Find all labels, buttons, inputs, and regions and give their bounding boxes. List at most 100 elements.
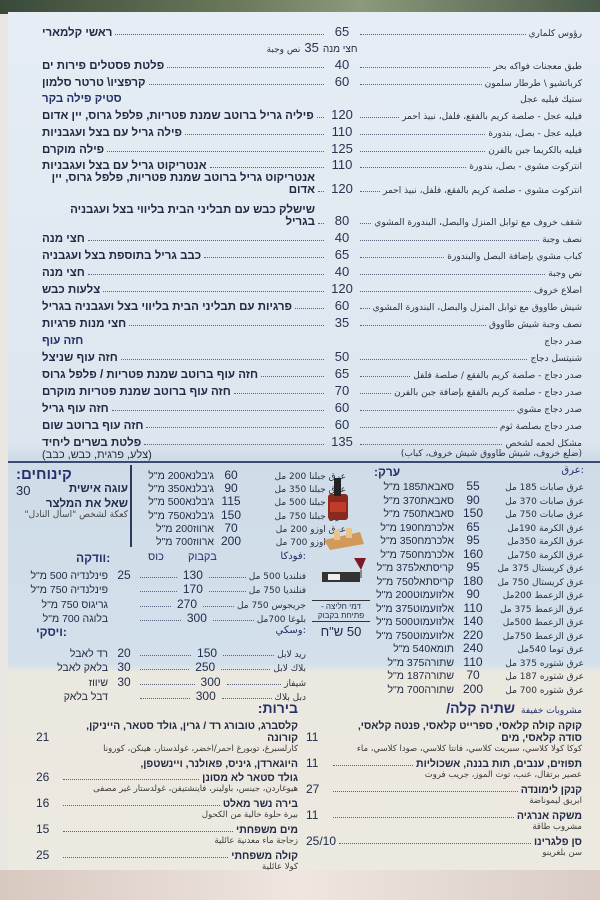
dessert-note: שאל את המלצר <box>45 498 128 510</box>
item-hebrew: פינלנדיה 750 מ"ל <box>30 584 108 596</box>
item-arabic: سن بلغرينو <box>542 848 582 858</box>
beers-section: בירות: 21 קלסברג, טובורג רד / גרין, גולד … <box>36 700 298 874</box>
item-arabic: عرق جبلنا 200 مل <box>274 472 346 482</box>
item-price: 60 <box>334 400 350 415</box>
item-hebrew: משקה אנרגיה <box>516 810 582 822</box>
item-arabic-area: كرباتشيو \ طرطار سلمون <box>360 79 582 89</box>
dot-leader <box>204 257 324 258</box>
dot-leader <box>63 779 200 780</box>
item-price: 25/10 <box>306 834 337 848</box>
dot-leader <box>167 67 324 69</box>
item-hebrew: קריסתאל375 מ"ל <box>376 562 454 574</box>
bottle-price: 130 <box>182 567 203 582</box>
item-hebrew-area: פלטת בשרים ליחיד <box>42 437 324 449</box>
item-arabic: عرق كريستال 375 مل <box>497 564 584 574</box>
item-hebrew-area: אנטריקוט גריל ברוטב שמנת פטריות, פלפל גר… <box>42 172 324 196</box>
item-arabic: عرق جبلنا 750 مل <box>274 511 346 522</box>
item-price: 65 <box>334 23 350 39</box>
dot-leader <box>360 376 411 377</box>
dessert-name: עוגה אישית <box>68 483 128 495</box>
arak-title: ערק: <box>374 465 401 479</box>
soft-drinks-section: مشروبات خفيفة שתיה קלה/ 11 קוקה קולה קלאסי… <box>306 700 582 860</box>
arak-row: אלכרמח350 מ"ל 95 عرق الكرمة 350مل <box>374 533 584 547</box>
item-hebrew-area: אנטריקוט גריל עם בצל ועגבניות <box>42 160 324 172</box>
item-description-arabic: (ضلع خروف، شيش طاووق شيش خروف، كباب) <box>400 449 582 459</box>
dot-leader <box>223 654 275 656</box>
item-arabic: بلوغا 700مل <box>256 615 306 625</box>
item-hebrew: מים משפחתי <box>236 824 298 836</box>
item-hebrew: דבל בלאק <box>63 691 108 703</box>
dot-leader <box>212 620 254 621</box>
item-price: 180 <box>462 573 484 588</box>
dot-leader <box>63 831 234 832</box>
item-hebrew-area: פילה מוקרם <box>42 144 324 156</box>
jabalna-row: ג'בלנא750 מ"ל 150 عرق جبلنا 750 مل <box>136 508 348 522</box>
item-price: 40 <box>334 57 350 73</box>
dot-leader <box>184 133 324 135</box>
item-hebrew: קוקה קולה קלאסי, ספרייט קלאסי, פנטה קלאס… <box>357 720 582 744</box>
item-hebrew: סטיק פילה בקר <box>42 93 122 106</box>
vodka-title: וודקה: <box>76 551 111 565</box>
item-hebrew: תפוזים, ענבים, תות בננה, אשכוליות <box>416 758 582 770</box>
arak-row: שתורה700 מ"ל 200 عرق شتوره 700 مل <box>374 682 584 696</box>
item-arabic: كارلسبرغ، توبورغ احمر/اخضر، غولدستار، هي… <box>103 744 298 754</box>
item-hebrew: ג'בלנא750 מ"ל <box>148 509 214 522</box>
item-arabic: عرق الزعمط 500مل <box>502 618 584 628</box>
dot-leader <box>148 83 324 85</box>
glass-price: 30 <box>117 674 131 689</box>
dot-leader <box>144 444 324 445</box>
soft-drinks-title-arabic: مشروبات خفيفة <box>521 706 582 716</box>
item-arabic: نص وجبة <box>548 269 582 279</box>
item-hebrew: בלוגה 700 מ"ל <box>42 613 108 625</box>
arak-row: סאבאת750 מ"ל 150 عرق صابات 750 مل <box>374 506 584 520</box>
vodka-row: פינלנדיה 750 מ"ל 170 فنلنديا 750 مل <box>16 582 306 596</box>
item-price: 120 <box>331 281 353 296</box>
item-hebrew: אנטריקוט גריל ברוטב שמנת פטריות, פלפל גר… <box>51 172 315 197</box>
item-price: 50 <box>334 349 350 364</box>
item-arabic: عرق الكرمة 350مل <box>507 537 584 547</box>
item-hebrew-area: חזה עוף שניצל <box>42 352 324 364</box>
item-price: 65 <box>334 247 350 262</box>
glass-price: 30 <box>117 660 131 674</box>
item-arabic: شنيتسل دجاج <box>530 354 582 364</box>
item-hebrew: אלזועמוט500 מ"ל <box>376 616 454 628</box>
item-arabic-area: اضلاع خروف <box>360 286 582 296</box>
item-hebrew-area: חזה עוף גריל <box>42 403 324 415</box>
item-hebrew: פיליה גריל ברוטב שמנת פטריות, פלפל גרוס,… <box>42 110 314 123</box>
jabalna-row: ארווז200 מ"ל 70 عرق اوزو 200 مل <box>136 520 348 535</box>
dot-leader <box>360 223 372 224</box>
item-price: 16 <box>36 796 50 810</box>
dot-leader <box>87 240 324 241</box>
item-hebrew: פילה גריל עם בצל ועגבניות <box>42 126 182 139</box>
item-arabic: انتركوت مشوي - بصل، بندورة <box>469 162 582 173</box>
arak-row: תומא540 מ"ל 240 عرق توما 540مل <box>374 641 584 655</box>
item-price: 70 <box>224 520 238 535</box>
bottle-price: 170 <box>182 582 203 596</box>
item-arabic-area: طبق معجنات فواكه بحر <box>360 62 582 72</box>
item-price: 70 <box>334 383 350 398</box>
item-arabic: مشكل لحمه لشخص <box>505 439 582 449</box>
beers-row: היוגארדן, גיניס, פאולנר, ויינשטפן, <box>36 756 298 770</box>
item-hebrew: סאבאת750 מ"ל <box>383 508 454 520</box>
item-arabic-area: انتركوت مشوي - بصل، بندورة <box>360 162 582 172</box>
item-hebrew: אלכרמח350 מ"ל <box>380 535 454 547</box>
tablecloth <box>0 870 600 900</box>
dot-leader <box>129 325 324 326</box>
item-hebrew: חצי מנה <box>42 233 85 245</box>
category-heading: חזה עוף صدر دجاج <box>42 330 582 347</box>
menu-item-row: פרגיות עם תבליני הבית בליווי בצל ועגבניה… <box>42 296 582 313</box>
arak-row: אלזועמוט750 מ"ל 220 عرق الزعمط 750مل <box>374 628 584 642</box>
item-arabic-area: مشكل لحمه لشخص <box>360 439 582 449</box>
bottle-price: 150 <box>197 645 218 660</box>
menu-item-row: חצי מנות פרגיות 35 نصف وجبة شيش طاووق <box>42 313 582 330</box>
item-price: 60 <box>334 73 350 89</box>
item-hebrew-area: שישלק כבש עם תבליני הבית בליווי בצל ועגב… <box>42 204 324 228</box>
desserts-title: קינוחים: <box>16 466 72 483</box>
dot-leader <box>360 308 370 309</box>
beers-row: 16 בירה נשר מאלט <box>36 796 298 810</box>
menu-item-row: צלעות כבש 120 اضلاع خروف <box>42 279 582 296</box>
item-price: 160 <box>462 546 484 561</box>
item-arabic: دبل بلاك <box>274 693 307 703</box>
item-arabic: زجاجة ماء معدنية عائلية <box>214 836 298 846</box>
dessert-item: עוגה אישית 30 <box>16 483 128 498</box>
